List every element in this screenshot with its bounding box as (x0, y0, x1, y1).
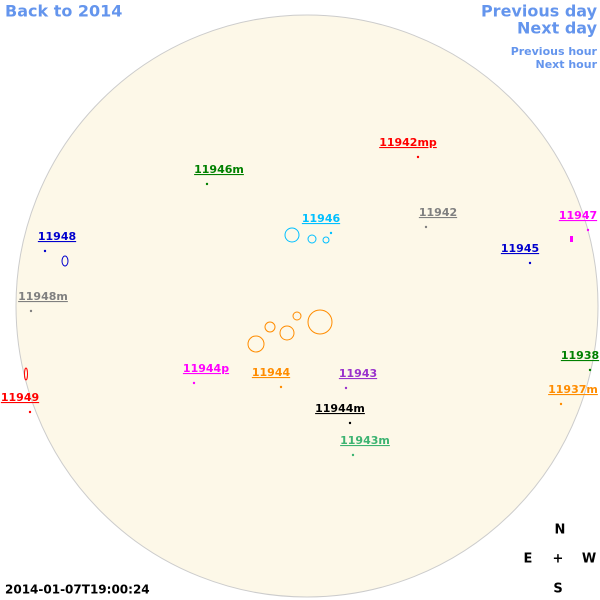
sunspots (24, 227, 573, 381)
region-label[interactable]: 11944 (252, 366, 291, 379)
spot (292, 311, 302, 321)
region-spot (43, 249, 47, 253)
next-hour-link[interactable]: Next hour (536, 58, 598, 71)
compass-south: S (553, 582, 562, 597)
region-label[interactable]: 11938 (561, 349, 599, 362)
region-label[interactable]: 11945 (501, 242, 539, 255)
region-spot (29, 309, 33, 313)
region-spot (559, 402, 563, 406)
region-label[interactable]: 11937m (548, 383, 598, 396)
region-spot (28, 410, 32, 414)
spot (61, 255, 69, 267)
spot (247, 335, 265, 353)
spot (24, 367, 28, 381)
region-label[interactable]: 11947 (559, 209, 597, 222)
region-label[interactable]: 11948 (38, 230, 76, 243)
spot (322, 236, 330, 244)
previous-day-link[interactable]: Previous day (481, 2, 598, 21)
region-spot (351, 453, 355, 457)
compass-north: N (555, 523, 566, 538)
spot (284, 227, 300, 243)
region-label[interactable]: 11948m (18, 290, 68, 303)
region-label[interactable]: 11946 (302, 212, 341, 225)
region-label[interactable]: 11949 (1, 391, 39, 404)
compass-center: + (553, 552, 564, 567)
region-spot (329, 231, 333, 235)
compass-west: W (582, 552, 596, 567)
region-label[interactable]: 11942mp (379, 136, 437, 149)
spot (570, 236, 573, 242)
region-spot (205, 182, 209, 186)
region-spot (279, 385, 283, 389)
region-spot (528, 261, 532, 265)
region-spot (348, 421, 352, 425)
region-spot (588, 368, 592, 372)
region-label[interactable]: 11943 (339, 367, 377, 380)
compass-east: E (524, 552, 533, 567)
region-label[interactable]: 11944p (183, 362, 229, 375)
next-day-link[interactable]: Next day (517, 19, 598, 38)
region-label[interactable]: 11946m (194, 163, 244, 176)
spot (307, 309, 333, 335)
spot (307, 234, 317, 244)
region-label[interactable]: 11943m (340, 434, 390, 447)
region-label[interactable]: 11944m (315, 402, 365, 415)
region-spot (416, 155, 420, 159)
region-label[interactable]: 11942 (419, 206, 457, 219)
region-spot (192, 381, 196, 385)
spot (264, 321, 276, 333)
region-spot (424, 225, 428, 229)
solar-disk (15, 14, 599, 598)
region-spot (586, 228, 590, 232)
timestamp: 2014-01-07T19:00:24 (5, 583, 150, 597)
back-link[interactable]: Back to 2014 (5, 2, 122, 21)
region-spot (344, 386, 348, 390)
spot (279, 325, 295, 341)
previous-hour-link[interactable]: Previous hour (511, 45, 598, 58)
